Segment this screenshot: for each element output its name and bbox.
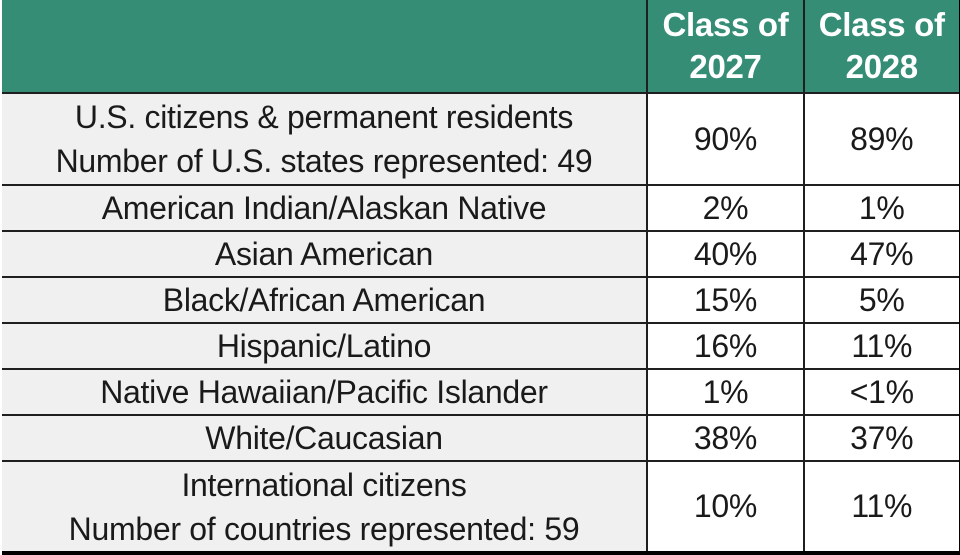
table-row-us-citizens: U.S. citizens & permanent residents Numb… <box>2 92 960 186</box>
category-cell: International citizens Number of countri… <box>2 460 648 555</box>
value-cell-2027: 1% <box>646 368 805 416</box>
category-label: Native Hawaiian/Pacific Islander <box>100 374 548 410</box>
value-cell-2027: 90% <box>646 92 805 186</box>
category-label: Hispanic/Latino <box>216 328 432 364</box>
category-label: American Indian/Alaskan Native <box>101 190 547 226</box>
value-cell-2028: 11% <box>803 460 960 555</box>
table-row-hispanic-latino: Hispanic/Latino 16% 11% <box>2 322 960 370</box>
category-cell: White/Caucasian <box>2 414 648 462</box>
value-cell-2027: 16% <box>646 322 805 370</box>
table-row-asian-american: Asian American 40% 47% <box>2 230 960 278</box>
category-cell: Native Hawaiian/Pacific Islander <box>2 368 648 416</box>
category-label: U.S. citizens & permanent residents <box>74 99 574 135</box>
table-body: U.S. citizens & permanent residents Numb… <box>2 92 960 555</box>
table-row-white-caucasian: White/Caucasian 38% 37% <box>2 414 960 462</box>
table-row-international-citizens: International citizens Number of countri… <box>2 460 960 555</box>
category-label: Black/African American <box>162 282 486 318</box>
value-cell-2027: 10% <box>646 460 805 555</box>
table-row-american-indian: American Indian/Alaskan Native 2% 1% <box>2 184 960 232</box>
value-cell-2028: 1% <box>803 184 960 232</box>
category-label: White/Caucasian <box>205 420 443 456</box>
table-header: Class of 2027 Class of 2028 <box>2 0 960 94</box>
value-cell-2028: 47% <box>803 230 960 278</box>
header-cell-class-of-2027: Class of 2027 <box>646 0 805 94</box>
value-cell-2028: 5% <box>803 276 960 324</box>
category-sublabel: Number of countries represented: 59 <box>68 510 580 547</box>
table-row-native-hawaiian: Native Hawaiian/Pacific Islander 1% <1% <box>2 368 960 416</box>
category-label: International citizens <box>181 466 467 503</box>
category-cell: Asian American <box>2 230 648 278</box>
value-cell-2027: 15% <box>646 276 805 324</box>
value-cell-2028: 89% <box>803 92 960 186</box>
value-cell-2027: 2% <box>646 184 805 232</box>
category-sublabel: Number of U.S. states represented: 49 <box>55 143 593 179</box>
header-cell-class-of-2028: Class of 2028 <box>803 0 960 94</box>
value-cell-2027: 38% <box>646 414 805 462</box>
table-row-black-african-american: Black/African American 15% 5% <box>2 276 960 324</box>
header-cell-category <box>2 0 648 94</box>
category-cell: American Indian/Alaskan Native <box>2 184 648 232</box>
header-row: Class of 2027 Class of 2028 <box>2 0 960 94</box>
category-cell: Hispanic/Latino <box>2 322 648 370</box>
value-cell-2028: 37% <box>803 414 960 462</box>
value-cell-2027: 40% <box>646 230 805 278</box>
value-cell-2028: 11% <box>803 322 960 370</box>
category-label: Asian American <box>214 236 434 272</box>
category-cell: Black/African American <box>2 276 648 324</box>
category-cell: U.S. citizens & permanent residents Numb… <box>2 92 648 186</box>
value-cell-2028: <1% <box>803 368 960 416</box>
